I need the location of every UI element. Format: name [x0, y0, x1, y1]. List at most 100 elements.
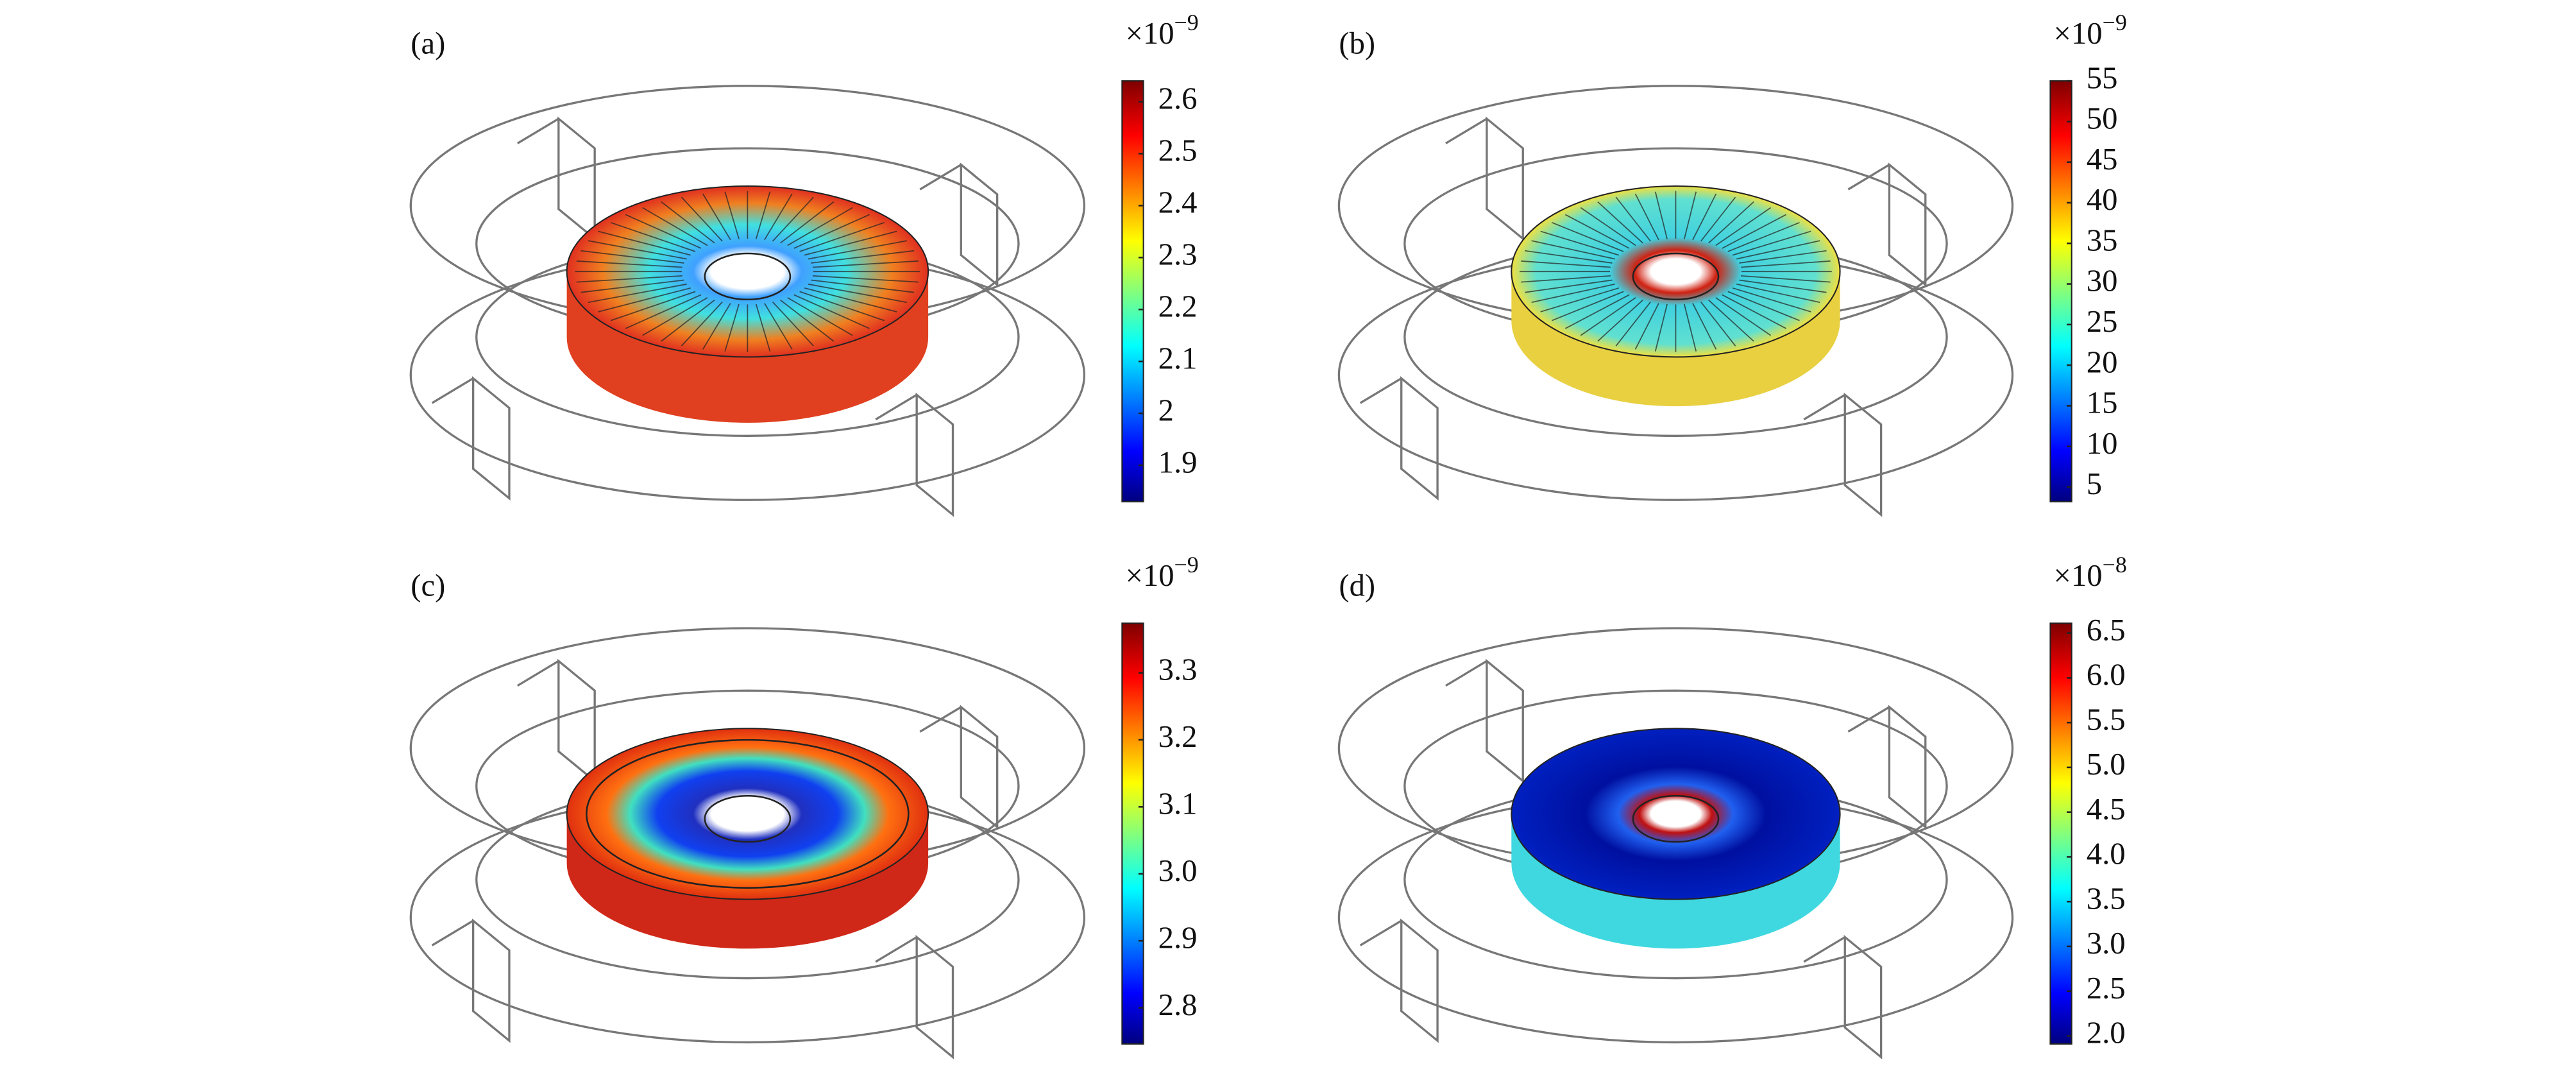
winding: [1722, 294, 1786, 329]
winding: [1708, 201, 1754, 244]
winding: [1715, 297, 1772, 336]
colorbar-scale: ×10−9: [2054, 10, 2127, 51]
winding: [1732, 287, 1811, 312]
winding: [661, 299, 715, 342]
winding: [1540, 230, 1619, 256]
winding: [681, 196, 723, 242]
domain-box: [1445, 658, 1524, 783]
panel-label: (c): [411, 569, 445, 603]
colorbar-base: ×10: [1125, 558, 1174, 593]
colorbar-tick-label: 3.5: [2087, 881, 2126, 916]
colorbar-tick-label: 3.1: [1158, 787, 1198, 821]
winding: [1564, 214, 1630, 249]
winding: [1615, 301, 1651, 346]
winding: [702, 193, 731, 241]
winding: [1580, 207, 1636, 246]
winding: [642, 297, 708, 336]
domain-box: [1803, 392, 1883, 517]
winding: [1552, 221, 1624, 252]
winding: [1531, 240, 1615, 260]
colorbar-scale: ×10−9: [1125, 10, 1198, 51]
winding: [1521, 275, 1611, 283]
panel: (b) ×10−9 5 10 15 20 25 30 35 40 45 50 55: [1337, 10, 2127, 517]
winding: [804, 230, 897, 256]
winding: [580, 250, 684, 264]
winding: [1736, 240, 1820, 260]
colorbar: [1121, 80, 1144, 502]
colorbar: [2049, 80, 2072, 502]
colorbar-tick-label: 2.1: [1158, 341, 1198, 375]
torus-top: [1511, 728, 1841, 900]
winding: [772, 196, 814, 242]
colorbar-tick-label: 3.0: [1158, 853, 1198, 888]
colorbar-tick-label: 3.2: [1158, 719, 1198, 754]
winding: [625, 294, 702, 329]
winding: [1692, 193, 1717, 241]
winding: [610, 221, 696, 252]
colorbar-tick-label: 40: [2087, 182, 2118, 217]
colorbar-tick-label: 20: [2087, 345, 2118, 379]
winding: [1552, 291, 1624, 321]
torus-hole: [1632, 794, 1720, 843]
colorbar-tick-label: 1.9: [1158, 445, 1198, 479]
winding: [799, 221, 885, 252]
colorbar-tick-label: 50: [2087, 101, 2118, 136]
winding: [1580, 297, 1636, 336]
winding: [764, 303, 793, 350]
winding: [1722, 214, 1786, 249]
winding: [625, 214, 702, 249]
domain-box: [875, 392, 954, 517]
winding: [808, 283, 907, 304]
winding: [812, 275, 919, 283]
winding: [1700, 196, 1736, 242]
colorbar-tick-label: 6.5: [2087, 613, 2126, 647]
domain-box: [516, 658, 596, 783]
winding: [1525, 250, 1613, 264]
domain-box: [1359, 918, 1439, 1043]
contour: [586, 739, 910, 889]
winding: [799, 291, 885, 321]
winding: [1739, 279, 1827, 293]
winding: [661, 201, 715, 244]
winding: [812, 260, 919, 268]
domain-box: [1847, 162, 1927, 287]
panel: (c) ×10−9 2.8 2.9 3.0 3.1 3.2 3.3: [409, 552, 1199, 1059]
winding: [1692, 303, 1717, 350]
winding: [1521, 260, 1611, 268]
domain-box: [431, 376, 511, 501]
winding: [780, 299, 835, 342]
colorbar-tick-label: 4.5: [2087, 792, 2126, 826]
colorbar-tick-label: 30: [2087, 264, 2118, 298]
colorbar-tick-label: 2.2: [1158, 289, 1198, 323]
domain-box: [1847, 705, 1927, 830]
colorbar-tick-label: 3.3: [1158, 653, 1198, 687]
colorbar-tick-label: 2.9: [1158, 920, 1198, 955]
domain-box: [516, 116, 596, 241]
winding: [681, 301, 723, 346]
winding: [598, 287, 691, 312]
colorbar-tick-label: 5: [2087, 466, 2102, 501]
winding: [1739, 250, 1827, 264]
torus-hole: [1632, 252, 1720, 301]
colorbar-exponent: −9: [2103, 10, 2127, 35]
winding: [1597, 201, 1643, 244]
torus-hole: [704, 794, 792, 843]
panel-label: (b): [1339, 26, 1375, 60]
panel-label: (d): [1339, 569, 1375, 603]
colorbar-tick-label: 5.0: [2087, 747, 2126, 782]
winding: [1615, 196, 1651, 242]
colorbar-tick-label: 25: [2087, 304, 2118, 339]
colorbar-base: ×10: [2054, 16, 2103, 51]
winding: [755, 304, 771, 352]
colorbar-tick-label: 2.4: [1158, 185, 1198, 220]
winding: [642, 207, 708, 246]
winding: [1708, 299, 1754, 342]
winding: [1683, 304, 1697, 352]
colorbar-tick-label: 10: [2087, 426, 2118, 461]
winding: [1727, 291, 1800, 321]
colorbar-tick-label: 2: [1158, 393, 1174, 427]
colorbar-tick-label: 2.8: [1158, 988, 1198, 1022]
winding: [724, 191, 740, 239]
colorbar-exponent: −8: [2103, 552, 2127, 577]
